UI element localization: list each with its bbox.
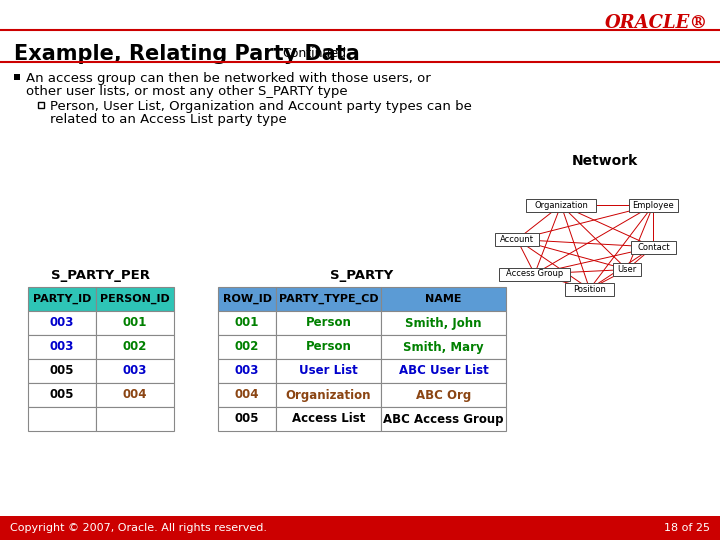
Bar (96, 407, 174, 431)
Bar (96, 383, 174, 407)
Text: PARTY_ID: PARTY_ID (33, 294, 91, 304)
Bar (218, 407, 276, 431)
Bar (613, 263, 642, 276)
Text: Smith, John: Smith, John (405, 316, 482, 329)
Text: 005: 005 (50, 388, 74, 402)
Text: Person, User List, Organization and Account party types can be: Person, User List, Organization and Acco… (50, 100, 472, 113)
Text: ABC Org: ABC Org (416, 388, 471, 402)
Text: 004: 004 (122, 388, 148, 402)
Bar (28, 335, 96, 359)
Text: Person: Person (305, 341, 351, 354)
Bar (381, 311, 506, 335)
Text: 18 of 25: 18 of 25 (664, 523, 710, 533)
Text: Organization: Organization (286, 388, 372, 402)
Text: NAME: NAME (426, 294, 462, 304)
Text: Example, Relating Party Data: Example, Relating Party Data (14, 44, 360, 64)
Text: ABC Access Group: ABC Access Group (383, 413, 504, 426)
Bar (526, 199, 596, 212)
Bar (96, 287, 174, 311)
Text: Access Group: Access Group (506, 269, 563, 279)
Text: 001: 001 (235, 316, 259, 329)
Bar (0, 516, 720, 540)
Text: related to an Access List party type: related to an Access List party type (50, 113, 287, 126)
Bar (96, 311, 174, 335)
Text: 005: 005 (235, 413, 259, 426)
Text: Smith, Mary: Smith, Mary (403, 341, 484, 354)
Bar (381, 407, 506, 431)
Bar (218, 359, 276, 383)
Text: PARTY_TYPE_CD: PARTY_TYPE_CD (279, 294, 378, 304)
Bar (276, 311, 381, 335)
Bar (495, 233, 539, 246)
Bar (28, 407, 96, 431)
Text: Network: Network (572, 154, 638, 168)
Text: 003: 003 (123, 364, 147, 377)
Bar (218, 311, 276, 335)
Bar (14, 74, 20, 80)
Text: Access List: Access List (292, 413, 365, 426)
Text: S_PARTY_PER: S_PARTY_PER (52, 269, 150, 282)
Text: 003: 003 (50, 316, 74, 329)
Text: Employee: Employee (633, 200, 674, 210)
Text: User: User (617, 265, 636, 274)
Bar (96, 359, 174, 383)
Text: Organization: Organization (534, 200, 588, 210)
Bar (629, 199, 678, 212)
Bar (564, 282, 614, 295)
Text: An access group can then be networked with those users, or: An access group can then be networked wi… (26, 72, 431, 85)
Bar (381, 383, 506, 407)
Text: S_PARTY: S_PARTY (330, 269, 394, 282)
Bar (276, 335, 381, 359)
Text: 002: 002 (123, 341, 147, 354)
Text: other user lists, or most any other S_PARTY type: other user lists, or most any other S_PA… (26, 85, 348, 98)
Text: Account: Account (500, 235, 534, 244)
Text: Continued: Continued (282, 47, 346, 60)
Bar (381, 359, 506, 383)
Text: 004: 004 (235, 388, 259, 402)
Bar (96, 335, 174, 359)
Text: User List: User List (299, 364, 358, 377)
Bar (28, 311, 96, 335)
Bar (276, 287, 381, 311)
Bar (218, 383, 276, 407)
Text: ORACLE®: ORACLE® (605, 14, 708, 32)
Text: 003: 003 (50, 341, 74, 354)
Bar (276, 407, 381, 431)
Text: 001: 001 (123, 316, 147, 329)
Text: Position: Position (573, 285, 606, 294)
Text: 005: 005 (50, 364, 74, 377)
Text: ROW_ID: ROW_ID (222, 294, 271, 304)
Text: 002: 002 (235, 341, 259, 354)
Bar (28, 359, 96, 383)
Text: Person: Person (305, 316, 351, 329)
Text: Copyright © 2007, Oracle. All rights reserved.: Copyright © 2007, Oracle. All rights res… (10, 523, 267, 533)
Bar (276, 383, 381, 407)
Bar (381, 335, 506, 359)
Bar (631, 240, 675, 253)
Bar (381, 287, 506, 311)
Text: 003: 003 (235, 364, 259, 377)
Bar (28, 383, 96, 407)
Bar (218, 287, 276, 311)
Bar (276, 359, 381, 383)
Bar (500, 267, 570, 280)
Text: PERSON_ID: PERSON_ID (100, 294, 170, 304)
Text: ABC User List: ABC User List (399, 364, 488, 377)
Bar (38, 102, 44, 108)
Text: Contact: Contact (637, 242, 670, 252)
Bar (28, 287, 96, 311)
Bar (218, 335, 276, 359)
